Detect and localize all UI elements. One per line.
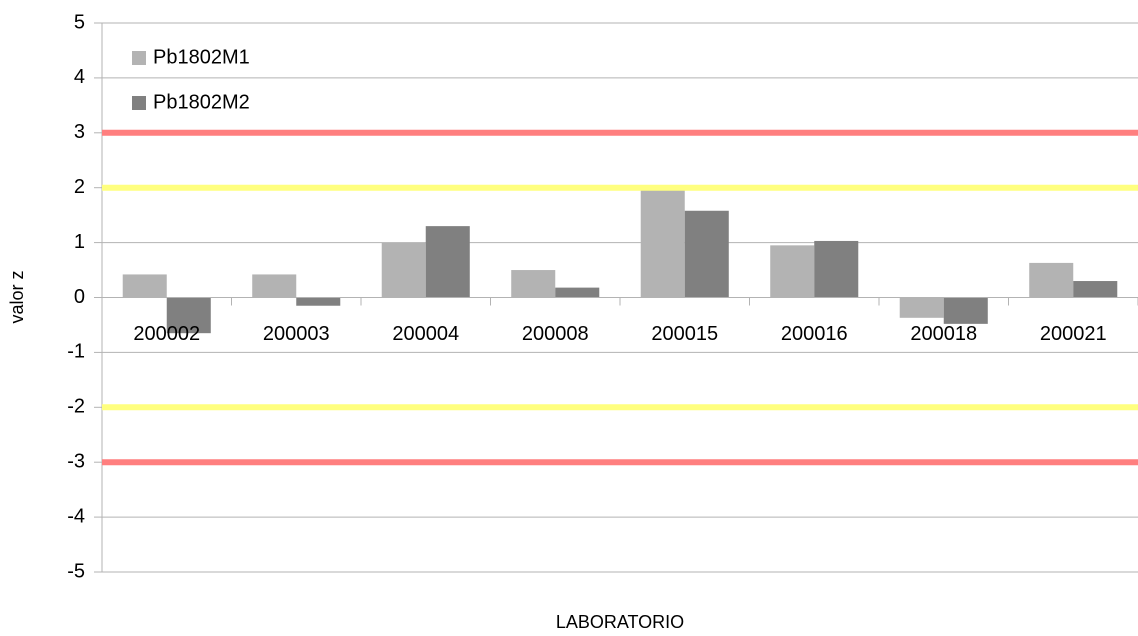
bar (943, 297, 988, 324)
bar (511, 270, 556, 298)
x-axis-title: LABORATORIO (556, 612, 684, 631)
x-tick-label: 200016 (781, 323, 848, 345)
y-tick-label: 3 (74, 121, 85, 143)
x-tick-label: 200002 (133, 323, 200, 345)
y-tick-label: 1 (74, 231, 85, 253)
y-tick-label: -4 (67, 505, 85, 527)
y-tick-label: -1 (67, 341, 85, 363)
y-tick-label: -3 (67, 450, 85, 472)
bar (425, 226, 470, 298)
x-tick-label: 200021 (1040, 323, 1107, 345)
legend-swatch (132, 51, 146, 65)
x-tick-label: 200004 (392, 323, 459, 345)
bar (1029, 262, 1074, 298)
x-tick-label: 200003 (263, 323, 330, 345)
bar (1073, 281, 1118, 298)
y-tick-label: -5 (67, 560, 85, 582)
x-tick-label: 200008 (522, 323, 589, 345)
bar (296, 297, 341, 306)
bar (122, 274, 167, 298)
bar (770, 245, 815, 298)
y-axis-title: valor z (7, 270, 27, 323)
legend-label: Pb1802M2 (153, 91, 250, 113)
bar (166, 297, 211, 334)
y-tick-label: 4 (74, 66, 85, 88)
x-tick-label: 200015 (651, 323, 718, 345)
bar (684, 210, 729, 298)
bar (814, 240, 859, 298)
bar (555, 287, 600, 298)
y-tick-label: -2 (67, 396, 85, 418)
bar (640, 187, 685, 298)
legend-label: Pb1802M1 (153, 46, 250, 68)
x-tick-label: 200018 (910, 323, 977, 345)
y-tick-label: 0 (74, 286, 85, 308)
legend-swatch (132, 96, 146, 110)
y-tick-label: 5 (74, 11, 85, 33)
bar (899, 297, 944, 318)
y-tick-label: 2 (74, 176, 85, 198)
bar (381, 242, 426, 298)
bar (252, 274, 297, 298)
